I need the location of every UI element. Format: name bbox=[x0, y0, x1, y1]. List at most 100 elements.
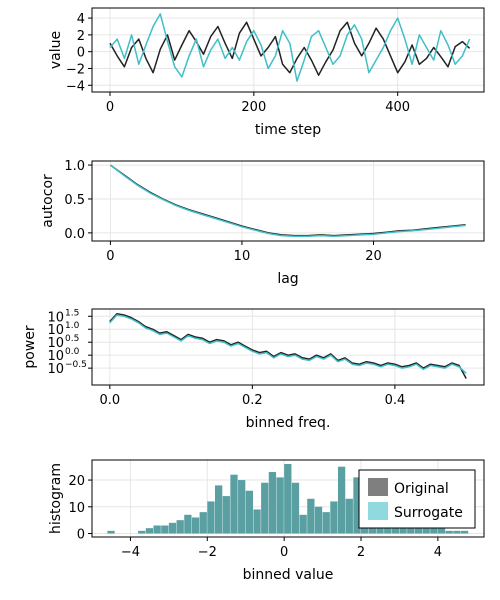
power-series-surrogate bbox=[109, 314, 467, 374]
histogram-bar bbox=[230, 474, 238, 534]
histogram-bar bbox=[261, 482, 269, 534]
power-ytick-label-1: 10 bbox=[47, 349, 64, 364]
power-ytick-label-2: 10 bbox=[47, 336, 64, 351]
histogram-xtick-label-3: 2 bbox=[357, 545, 365, 560]
timeseries-ylabel: value bbox=[48, 31, 64, 69]
timeseries-ytick-label-1: −2 bbox=[66, 62, 85, 77]
histogram-bar bbox=[253, 509, 261, 534]
power-ytick-exponent-4: 1.5 bbox=[65, 308, 79, 318]
autocor-ytick-label-2: 1.0 bbox=[64, 159, 85, 174]
histogram-bar bbox=[245, 490, 254, 534]
histogram-ticks: −4 −2 0 2 4 0 10 20 bbox=[68, 474, 442, 560]
power-lines bbox=[109, 312, 467, 379]
timeseries-ytick-label-0: −4 bbox=[66, 79, 85, 94]
power-ytick-exponent-0: −0.5 bbox=[65, 360, 87, 370]
histogram-bar bbox=[284, 464, 292, 534]
histogram-bar bbox=[437, 528, 446, 534]
autocor-panel: 0 10 20 0.0 0.5 1.0 lag autocor bbox=[40, 159, 485, 287]
histogram-bar bbox=[307, 498, 315, 534]
timeseries-xtick-label-2: 400 bbox=[385, 100, 410, 115]
histogram-bar bbox=[138, 530, 146, 534]
legend-label-surrogate: Surrogate bbox=[394, 505, 463, 521]
power-ylabel: power bbox=[22, 325, 38, 369]
timeseries-xtick-label-1: 200 bbox=[241, 100, 266, 115]
histogram-bar bbox=[276, 477, 284, 534]
power-xtick-label-0: 0.0 bbox=[99, 393, 120, 408]
histogram-bar bbox=[345, 498, 353, 534]
histogram-bar bbox=[161, 525, 169, 534]
autocor-ylabel: autocor bbox=[40, 174, 56, 228]
histogram-xlabel: binned value bbox=[243, 567, 334, 583]
histogram-ylabel: histogram bbox=[48, 463, 64, 534]
timeseries-frame bbox=[91, 7, 485, 93]
autocor-xtick-label-0: 0 bbox=[106, 249, 114, 264]
autocor-xtick-label-2: 20 bbox=[365, 249, 382, 264]
histogram-bar bbox=[430, 525, 438, 534]
histogram-bar bbox=[145, 528, 154, 534]
autocor-grid bbox=[92, 161, 484, 241]
legend-swatch-original bbox=[368, 478, 388, 496]
histogram-xtick-label-2: 0 bbox=[280, 545, 288, 560]
power-grid bbox=[92, 309, 484, 385]
timeseries-grid bbox=[92, 8, 484, 92]
histogram-bar bbox=[214, 485, 223, 534]
power-ytick-label-0: 10 bbox=[47, 362, 64, 377]
histogram-bar bbox=[222, 496, 230, 534]
histogram-bar bbox=[168, 522, 177, 534]
timeseries-xlabel: time step bbox=[255, 122, 321, 138]
power-panel: 0.0 0.2 0.410 −0.510 0.010 0.510 1.010 1.5 binn… bbox=[22, 308, 485, 431]
autocor-frame bbox=[91, 160, 485, 242]
autocor-series-surrogate bbox=[109, 164, 466, 238]
power-ticks: 0.0 0.2 0.410 −0.510 0.010 0.510 1.010 1.5 bbox=[47, 308, 405, 408]
histogram-xtick-label-4: 4 bbox=[434, 545, 442, 560]
timeseries-ytick-label-2: 0 bbox=[77, 46, 85, 61]
histogram-bar bbox=[199, 512, 207, 534]
power-xlabel: binned freq. bbox=[246, 415, 331, 431]
histogram-bar bbox=[238, 480, 246, 534]
timeseries-ytick-label-3: 2 bbox=[77, 29, 85, 44]
histogram-bar bbox=[107, 530, 115, 534]
timeseries-series-original bbox=[109, 21, 471, 76]
histogram-bar bbox=[268, 472, 277, 534]
timeseries-series-surrogate bbox=[109, 13, 471, 82]
histogram-panel: −4 −2 0 2 4 0 10 20 binned value histogram Orig… bbox=[48, 459, 485, 583]
autocor-xtick-label-1: 10 bbox=[234, 249, 251, 264]
power-series-original bbox=[109, 312, 467, 379]
power-ytick-label-3: 10 bbox=[47, 323, 64, 338]
histogram-bar bbox=[291, 482, 300, 534]
histogram-ytick-label-2: 20 bbox=[68, 474, 85, 489]
legend: Original Surrogate bbox=[358, 469, 476, 529]
histogram-ytick-label-0: 0 bbox=[77, 528, 85, 543]
autocor-lines bbox=[109, 164, 466, 238]
histogram-bar bbox=[153, 525, 161, 534]
autocor-xlabel: lag bbox=[277, 271, 298, 287]
timeseries-xtick-label-0: 0 bbox=[106, 100, 114, 115]
histogram-bar bbox=[453, 530, 461, 534]
autocor-ytick-label-1: 0.5 bbox=[64, 193, 85, 208]
histogram-xtick-label-0: −4 bbox=[121, 545, 140, 560]
histogram-bar bbox=[337, 466, 346, 534]
histogram-ytick-label-1: 10 bbox=[68, 501, 85, 516]
histogram-bar bbox=[322, 512, 330, 534]
histogram-bar bbox=[176, 520, 184, 534]
power-frame bbox=[91, 308, 485, 386]
histogram-bar bbox=[330, 501, 338, 534]
histogram-xtick-label-1: −2 bbox=[198, 545, 217, 560]
histogram-bar bbox=[314, 506, 323, 534]
power-xtick-label-1: 0.2 bbox=[242, 393, 263, 408]
timeseries-lines bbox=[109, 13, 471, 82]
power-ytick-exponent-2: 0.5 bbox=[65, 334, 79, 344]
histogram-bar bbox=[353, 477, 361, 534]
power-xtick-label-2: 0.4 bbox=[385, 393, 406, 408]
histogram-bar bbox=[445, 530, 453, 534]
histogram-bar bbox=[299, 514, 307, 534]
histogram-bar bbox=[207, 501, 215, 534]
autocor-ytick-label-0: 0.0 bbox=[64, 227, 85, 242]
legend-swatch-surrogate bbox=[368, 502, 388, 520]
power-ytick-exponent-3: 1.0 bbox=[65, 321, 80, 331]
timeseries-ytick-label-4: 4 bbox=[77, 12, 85, 27]
histogram-bar bbox=[460, 530, 469, 534]
